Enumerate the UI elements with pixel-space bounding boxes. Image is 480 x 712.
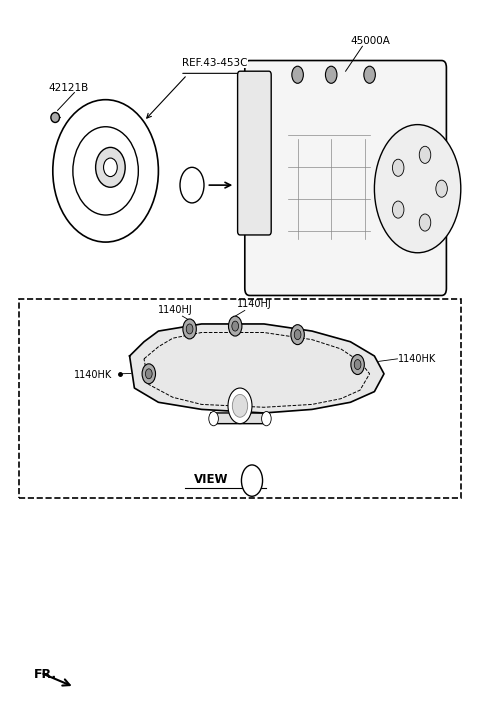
Circle shape xyxy=(232,394,248,417)
Ellipse shape xyxy=(53,100,158,242)
Circle shape xyxy=(228,316,242,336)
Circle shape xyxy=(419,214,431,231)
Circle shape xyxy=(436,180,447,197)
Circle shape xyxy=(262,412,271,426)
Text: FR.: FR. xyxy=(34,669,57,681)
Circle shape xyxy=(325,66,337,83)
Text: A: A xyxy=(188,180,196,190)
Polygon shape xyxy=(130,324,384,413)
Circle shape xyxy=(374,125,461,253)
Ellipse shape xyxy=(96,147,125,187)
Circle shape xyxy=(145,369,152,379)
Text: 1140HJ: 1140HJ xyxy=(158,305,192,315)
Text: 45000A: 45000A xyxy=(350,36,390,46)
Text: REF.43-453C: REF.43-453C xyxy=(182,58,248,68)
Text: A: A xyxy=(248,476,256,486)
Circle shape xyxy=(241,465,263,496)
Ellipse shape xyxy=(73,127,138,215)
Circle shape xyxy=(186,324,193,334)
Text: 1140HJ: 1140HJ xyxy=(237,299,272,309)
Circle shape xyxy=(142,364,156,384)
Circle shape xyxy=(291,325,304,345)
Circle shape xyxy=(183,319,196,339)
Text: 42121B: 42121B xyxy=(48,83,88,93)
Circle shape xyxy=(364,66,375,83)
FancyBboxPatch shape xyxy=(19,299,461,498)
Circle shape xyxy=(232,321,239,331)
Circle shape xyxy=(419,146,431,163)
Circle shape xyxy=(393,159,404,177)
Circle shape xyxy=(180,167,204,203)
Text: 1140HK: 1140HK xyxy=(74,370,113,379)
Circle shape xyxy=(228,388,252,424)
Ellipse shape xyxy=(104,158,117,177)
FancyBboxPatch shape xyxy=(238,71,271,235)
Text: VIEW: VIEW xyxy=(193,473,228,486)
Circle shape xyxy=(294,330,301,340)
Circle shape xyxy=(209,412,218,426)
Circle shape xyxy=(351,355,364,375)
Text: 1140HK: 1140HK xyxy=(398,354,437,364)
Circle shape xyxy=(393,201,404,218)
Polygon shape xyxy=(211,413,269,424)
FancyBboxPatch shape xyxy=(245,61,446,295)
Ellipse shape xyxy=(51,112,60,122)
Circle shape xyxy=(292,66,303,83)
Circle shape xyxy=(354,360,361,370)
